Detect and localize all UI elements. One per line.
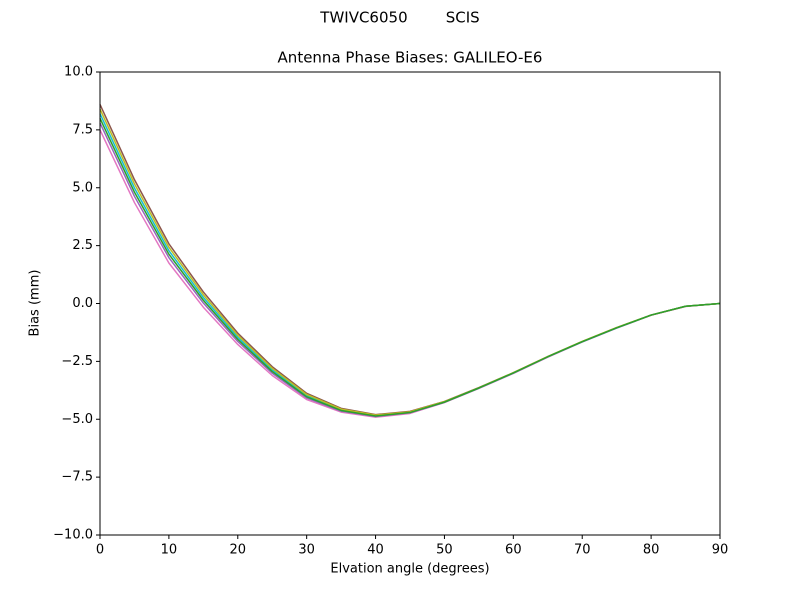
y-tick-label: 5.0 [72,180,93,195]
y-tick-label: −10.0 [53,528,93,543]
series-line [99,129,721,418]
y-tick-label: −7.5 [61,470,93,485]
series-line [99,117,721,417]
x-axis-label: Elvation angle (degrees) [330,562,489,577]
y-tick-label: 2.5 [72,238,93,253]
y-axis-label: Bias (mm) [28,270,43,337]
y-tick-label: −5.0 [61,412,93,427]
x-tick-label: 0 [96,543,104,558]
x-tick-label: 90 [712,543,729,558]
x-tick-label: 40 [367,543,384,558]
x-tick-label: 70 [574,543,591,558]
y-tick-label: 10.0 [64,65,93,80]
y-tick-label: 7.5 [72,122,93,137]
suptitle: TWIVC6050 SCIS [319,9,479,27]
series-line [99,113,721,417]
x-tick-label: 50 [436,543,453,558]
chart-title: Antenna Phase Biases: GALILEO-E6 [278,49,543,67]
series-line [99,104,721,416]
plot-frame [99,71,721,536]
y-tick-label: 0.0 [72,296,93,311]
y-tick-label: −2.5 [61,354,93,369]
x-tick-label: 80 [643,543,660,558]
x-tick-label: 10 [161,543,178,558]
series-line [99,122,721,418]
series-line [99,108,721,416]
x-tick-label: 30 [298,543,315,558]
x-tick-label: 20 [230,543,247,558]
x-tick-label: 60 [505,543,522,558]
